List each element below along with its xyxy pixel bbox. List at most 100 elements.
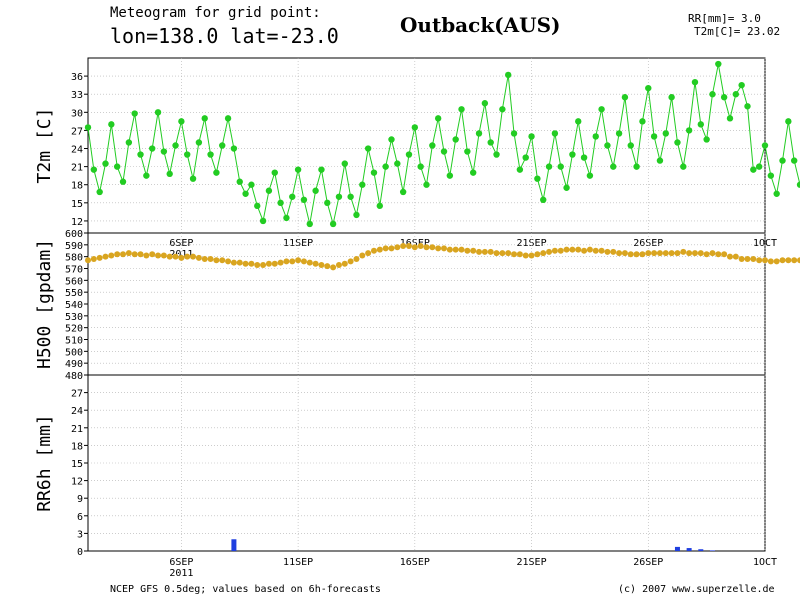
h500-point xyxy=(114,251,121,258)
t2m-y-tick-label: 33 xyxy=(71,90,83,101)
h500-point xyxy=(709,250,716,257)
h500-point xyxy=(511,251,518,258)
t2m-y-tick-label: 15 xyxy=(71,199,83,210)
h500-point xyxy=(160,252,167,259)
h500-point xyxy=(184,253,191,260)
t2m-point xyxy=(160,148,168,155)
t2m-point xyxy=(545,163,553,170)
h500-point xyxy=(248,260,255,267)
h500-point xyxy=(721,251,728,258)
h500-point xyxy=(195,254,202,261)
t2m-point xyxy=(423,181,430,188)
t2m-y-tick-label: 18 xyxy=(71,181,83,192)
t2m-point xyxy=(522,154,529,161)
h500-point xyxy=(242,260,249,267)
t2m-point xyxy=(148,145,156,152)
h500-y-tick-label: 490 xyxy=(65,359,83,370)
h500-y-tick-label: 590 xyxy=(65,241,83,252)
h500-point xyxy=(499,250,506,257)
t2m-point xyxy=(604,142,611,149)
t2m-point xyxy=(195,139,203,146)
rr6h-bar xyxy=(686,548,692,551)
t2m-point xyxy=(178,118,185,125)
h500-point xyxy=(335,261,342,268)
h500-point xyxy=(557,247,564,254)
t2m-point xyxy=(172,142,179,149)
t2m-point xyxy=(446,172,454,179)
t2m-point xyxy=(312,187,319,194)
t2m-point xyxy=(411,124,419,131)
t2m-point xyxy=(417,163,424,170)
h500-point xyxy=(662,250,669,257)
h500-point xyxy=(610,248,617,255)
t2m-point xyxy=(102,160,109,167)
h500-point xyxy=(90,256,97,263)
rr6h-bar xyxy=(709,550,715,551)
h500-point xyxy=(691,250,698,257)
h500-point xyxy=(324,263,331,270)
t2m-point xyxy=(300,196,308,204)
t2m-point xyxy=(434,115,442,122)
h500-point xyxy=(575,246,582,253)
t2m-series-line xyxy=(87,63,800,225)
rr6h-panel-frame xyxy=(87,374,766,552)
t2m-point xyxy=(487,139,494,146)
h500-point xyxy=(376,246,383,253)
t2m-point xyxy=(627,142,634,149)
title-line-1: Meteogram for grid point: xyxy=(110,5,321,21)
h500-point xyxy=(213,257,220,264)
t2m-point xyxy=(615,130,623,137)
h500-point xyxy=(680,248,687,255)
h500-point xyxy=(785,257,792,264)
t2m-point xyxy=(329,220,337,228)
t2m-point xyxy=(732,91,740,98)
h500-point xyxy=(476,248,483,255)
t2m-point xyxy=(166,170,173,178)
h500-y-tick-label: 510 xyxy=(65,336,83,347)
t2m-x-tick-label: 26SEP xyxy=(633,238,663,249)
title-line-2: lon=138.0 lat=-23.0 xyxy=(110,24,339,48)
t2m-point xyxy=(650,133,658,140)
t2m-point xyxy=(452,136,459,143)
t2m-point xyxy=(131,110,138,117)
t2m-point xyxy=(592,133,599,140)
t2m-point xyxy=(586,172,594,179)
t2m-x-tick-label: 6SEP xyxy=(169,238,193,249)
rr6h-axis-label: RR6h [mm] xyxy=(34,414,55,512)
h500-point xyxy=(306,259,313,266)
t2m-point xyxy=(516,166,524,173)
h500-point xyxy=(540,250,547,257)
h500-point xyxy=(464,247,471,254)
t2m-point xyxy=(236,178,243,185)
h500-point xyxy=(96,254,103,261)
t2m-point xyxy=(382,163,389,170)
rr6h-y-tick-label: 9 xyxy=(77,494,83,505)
t2m-point xyxy=(394,160,401,167)
h500-point xyxy=(703,251,710,258)
t2m-point xyxy=(219,142,226,149)
t2m-point xyxy=(662,130,669,137)
h500-point xyxy=(300,258,307,265)
h500-point xyxy=(633,251,640,258)
h500-point xyxy=(219,257,226,264)
h500-point xyxy=(260,261,267,268)
h500-point xyxy=(767,258,774,265)
h500-point xyxy=(359,252,366,259)
h500-point xyxy=(411,244,418,251)
t2m-point xyxy=(715,60,722,68)
t2m-point xyxy=(184,151,191,158)
h500-point xyxy=(207,256,214,263)
t2m-point xyxy=(341,160,348,167)
h500-point xyxy=(656,250,663,257)
h500-point xyxy=(394,244,401,251)
t2m-point xyxy=(113,163,121,170)
h500-point xyxy=(481,248,488,255)
footer-copyright: (c) 2007 www.superzelle.de xyxy=(618,584,775,595)
t2m-point xyxy=(726,115,734,122)
t2m-y-tick-label: 36 xyxy=(71,72,83,83)
h500-point xyxy=(452,246,459,253)
t2m-point xyxy=(294,166,302,173)
t2m-point xyxy=(668,94,675,101)
